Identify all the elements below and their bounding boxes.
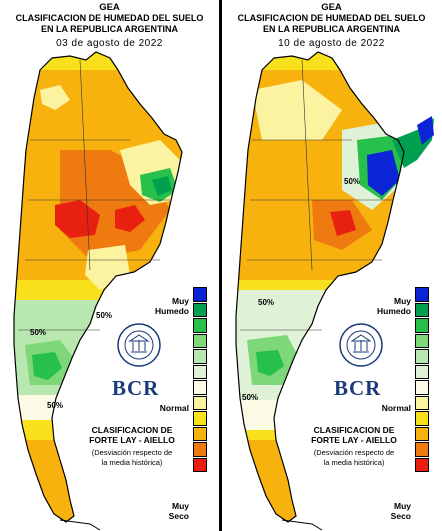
legend-swatch bbox=[415, 318, 429, 333]
contour-label: 50% bbox=[258, 298, 274, 307]
legend-swatch bbox=[193, 411, 207, 426]
legend-swatch bbox=[415, 302, 429, 317]
bcr-seal-icon bbox=[117, 323, 161, 367]
legend-swatch bbox=[415, 457, 429, 472]
contour-label: 50% bbox=[344, 177, 360, 186]
legend-label-normal: Normal bbox=[381, 403, 411, 413]
title-line2: EN LA REPUBLICA ARGENTINA bbox=[263, 24, 400, 34]
soil-moisture-map: 50% 50% 50% bbox=[235, 51, 434, 531]
legend-swatch bbox=[193, 302, 207, 317]
legend-swatch bbox=[415, 380, 429, 395]
title-line1: CLASIFICACION DE HUMEDAD DEL SUELO bbox=[15, 13, 204, 23]
legend-label-dry: Muy Seco bbox=[168, 501, 189, 521]
legend-swatch bbox=[193, 364, 207, 379]
color-legend bbox=[415, 287, 429, 473]
legend-label-dry: Muy Seco bbox=[390, 501, 411, 521]
legend-swatch bbox=[193, 333, 207, 348]
legend-swatch bbox=[193, 349, 207, 364]
map-panel-aug-10: 50% 50% 50% GEA CLASIFICACION DE HUMEDAD… bbox=[222, 0, 441, 531]
contour-label: 50% bbox=[96, 311, 112, 320]
legend-swatch bbox=[193, 318, 207, 333]
classification-title: CLASIFICACION DE FORTE LAY - AIELLO bbox=[311, 425, 397, 445]
map-date: 10 de agosto de 2022 bbox=[278, 38, 385, 49]
contour-label: 50% bbox=[242, 393, 258, 402]
title-line1: CLASIFICACION DE HUMEDAD DEL SUELO bbox=[237, 13, 426, 23]
agency: GEA bbox=[321, 2, 342, 13]
map-panel-aug-03: 50% 50% 50% GEA CLASIFICACION DE HUMEDAD… bbox=[0, 0, 219, 531]
legend-swatch bbox=[415, 364, 429, 379]
legend-swatch bbox=[193, 426, 207, 441]
classification-subtitle: (Desviación respecto de la media históric… bbox=[91, 448, 173, 467]
title-line2: EN LA REPUBLICA ARGENTINA bbox=[41, 24, 178, 34]
bcr-logo: BCR bbox=[112, 376, 160, 400]
legend-swatch bbox=[415, 349, 429, 364]
contour-label: 50% bbox=[30, 328, 46, 337]
legend-swatch bbox=[193, 380, 207, 395]
panel-divider bbox=[219, 0, 222, 531]
agency: GEA bbox=[99, 2, 120, 13]
legend-label-wet: Muy Humedo bbox=[155, 296, 189, 316]
soil-moisture-map: 50% 50% 50% bbox=[13, 51, 183, 531]
legend-label-wet: Muy Humedo bbox=[377, 296, 411, 316]
legend-swatch bbox=[193, 287, 207, 302]
legend-swatch bbox=[415, 395, 429, 410]
map-date: 03 de agosto de 2022 bbox=[56, 38, 163, 49]
legend-swatch bbox=[415, 333, 429, 348]
legend-swatch bbox=[415, 287, 429, 302]
legend-swatch bbox=[415, 411, 429, 426]
legend-swatch bbox=[415, 442, 429, 457]
legend-label-normal: Normal bbox=[159, 403, 189, 413]
contour-label: 50% bbox=[47, 401, 63, 410]
legend-swatch bbox=[415, 426, 429, 441]
legend-swatch bbox=[193, 457, 207, 472]
color-legend bbox=[193, 287, 207, 473]
legend-swatch bbox=[193, 442, 207, 457]
legend-swatch bbox=[193, 395, 207, 410]
classification-title: CLASIFICACION DE FORTE LAY - AIELLO bbox=[89, 425, 175, 445]
bcr-logo: BCR bbox=[334, 376, 382, 400]
classification-subtitle: (Desviación respecto de la media históric… bbox=[313, 448, 395, 467]
bcr-seal-icon bbox=[339, 323, 383, 367]
